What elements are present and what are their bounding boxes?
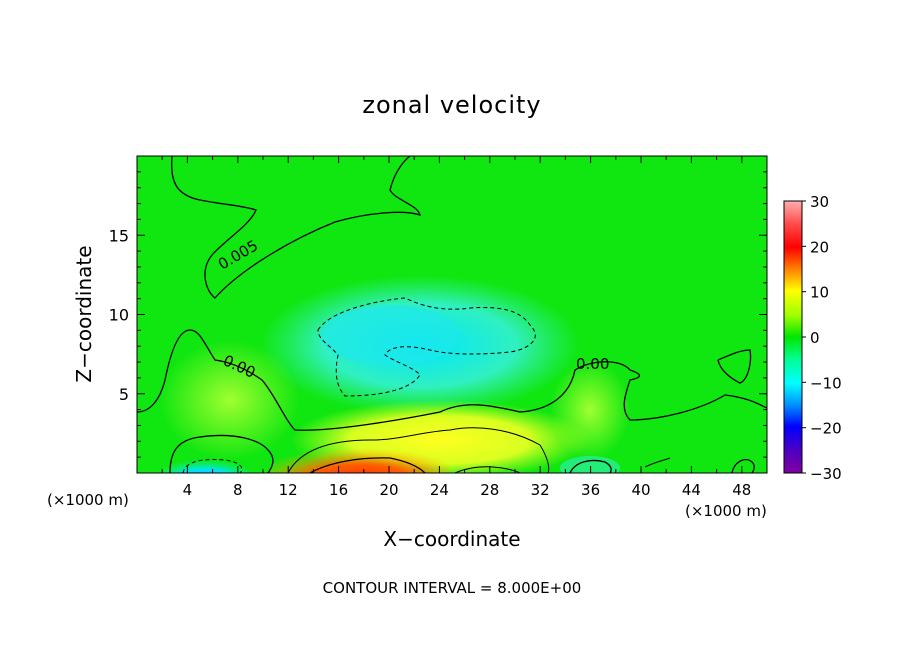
- colorbar-tick-label: −30: [810, 465, 842, 483]
- colorbar-tick-label: 30: [810, 193, 829, 211]
- x-tick-label: 16: [329, 481, 348, 499]
- x-tick-label: 4: [183, 481, 193, 499]
- x-tick-label: 8: [233, 481, 243, 499]
- colorbar-tick-label: −10: [810, 374, 842, 392]
- x-tick-label: 12: [279, 481, 298, 499]
- contour-label: 0.00: [576, 355, 609, 373]
- y-tick-label: 5: [119, 385, 129, 404]
- colorbar-tick-labels: 30 20 10 0 −10 −20 −30: [810, 193, 842, 483]
- heatmap-field: [137, 156, 767, 473]
- contour-interval-note: CONTOUR INTERVAL = 8.000E+00: [323, 579, 582, 597]
- chart-title: zonal velocity: [362, 91, 541, 119]
- x-axis-tick-labels: 4 8 12 16 20 24 28 32 36 40 44 48: [183, 481, 752, 499]
- x-axis-title: X−coordinate: [383, 527, 520, 551]
- x-tick-label: 44: [682, 481, 701, 499]
- colorbar: [783, 200, 803, 474]
- y-axis-tick-labels: 5 10 15: [109, 226, 129, 404]
- y-tick-label: 15: [109, 226, 129, 245]
- colorbar-ticks: [802, 200, 806, 474]
- y-axis-ticks: [137, 171, 767, 458]
- x-tick-label: 32: [531, 481, 550, 499]
- y-axis-title: Z−coordinate: [72, 245, 96, 382]
- contour-lines: [137, 156, 767, 473]
- x-axis-ticks: [161, 156, 743, 473]
- x-tick-label: 20: [379, 481, 398, 499]
- x-tick-label: 36: [581, 481, 600, 499]
- y-tick-label: 10: [109, 306, 129, 325]
- colorbar-tick-label: −20: [810, 420, 842, 438]
- x-tick-label: 24: [430, 481, 449, 499]
- x-tick-label: 48: [732, 481, 751, 499]
- colorbar-tick-label: 0: [810, 329, 820, 347]
- x-tick-label: 40: [631, 481, 650, 499]
- x-tick-label: 28: [480, 481, 499, 499]
- x-unit-label-left: (×1000 m): [47, 491, 129, 509]
- colorbar-tick-label: 10: [810, 284, 829, 302]
- colorbar-tick-label: 20: [810, 238, 829, 256]
- x-unit-label-right: (×1000 m): [685, 502, 767, 520]
